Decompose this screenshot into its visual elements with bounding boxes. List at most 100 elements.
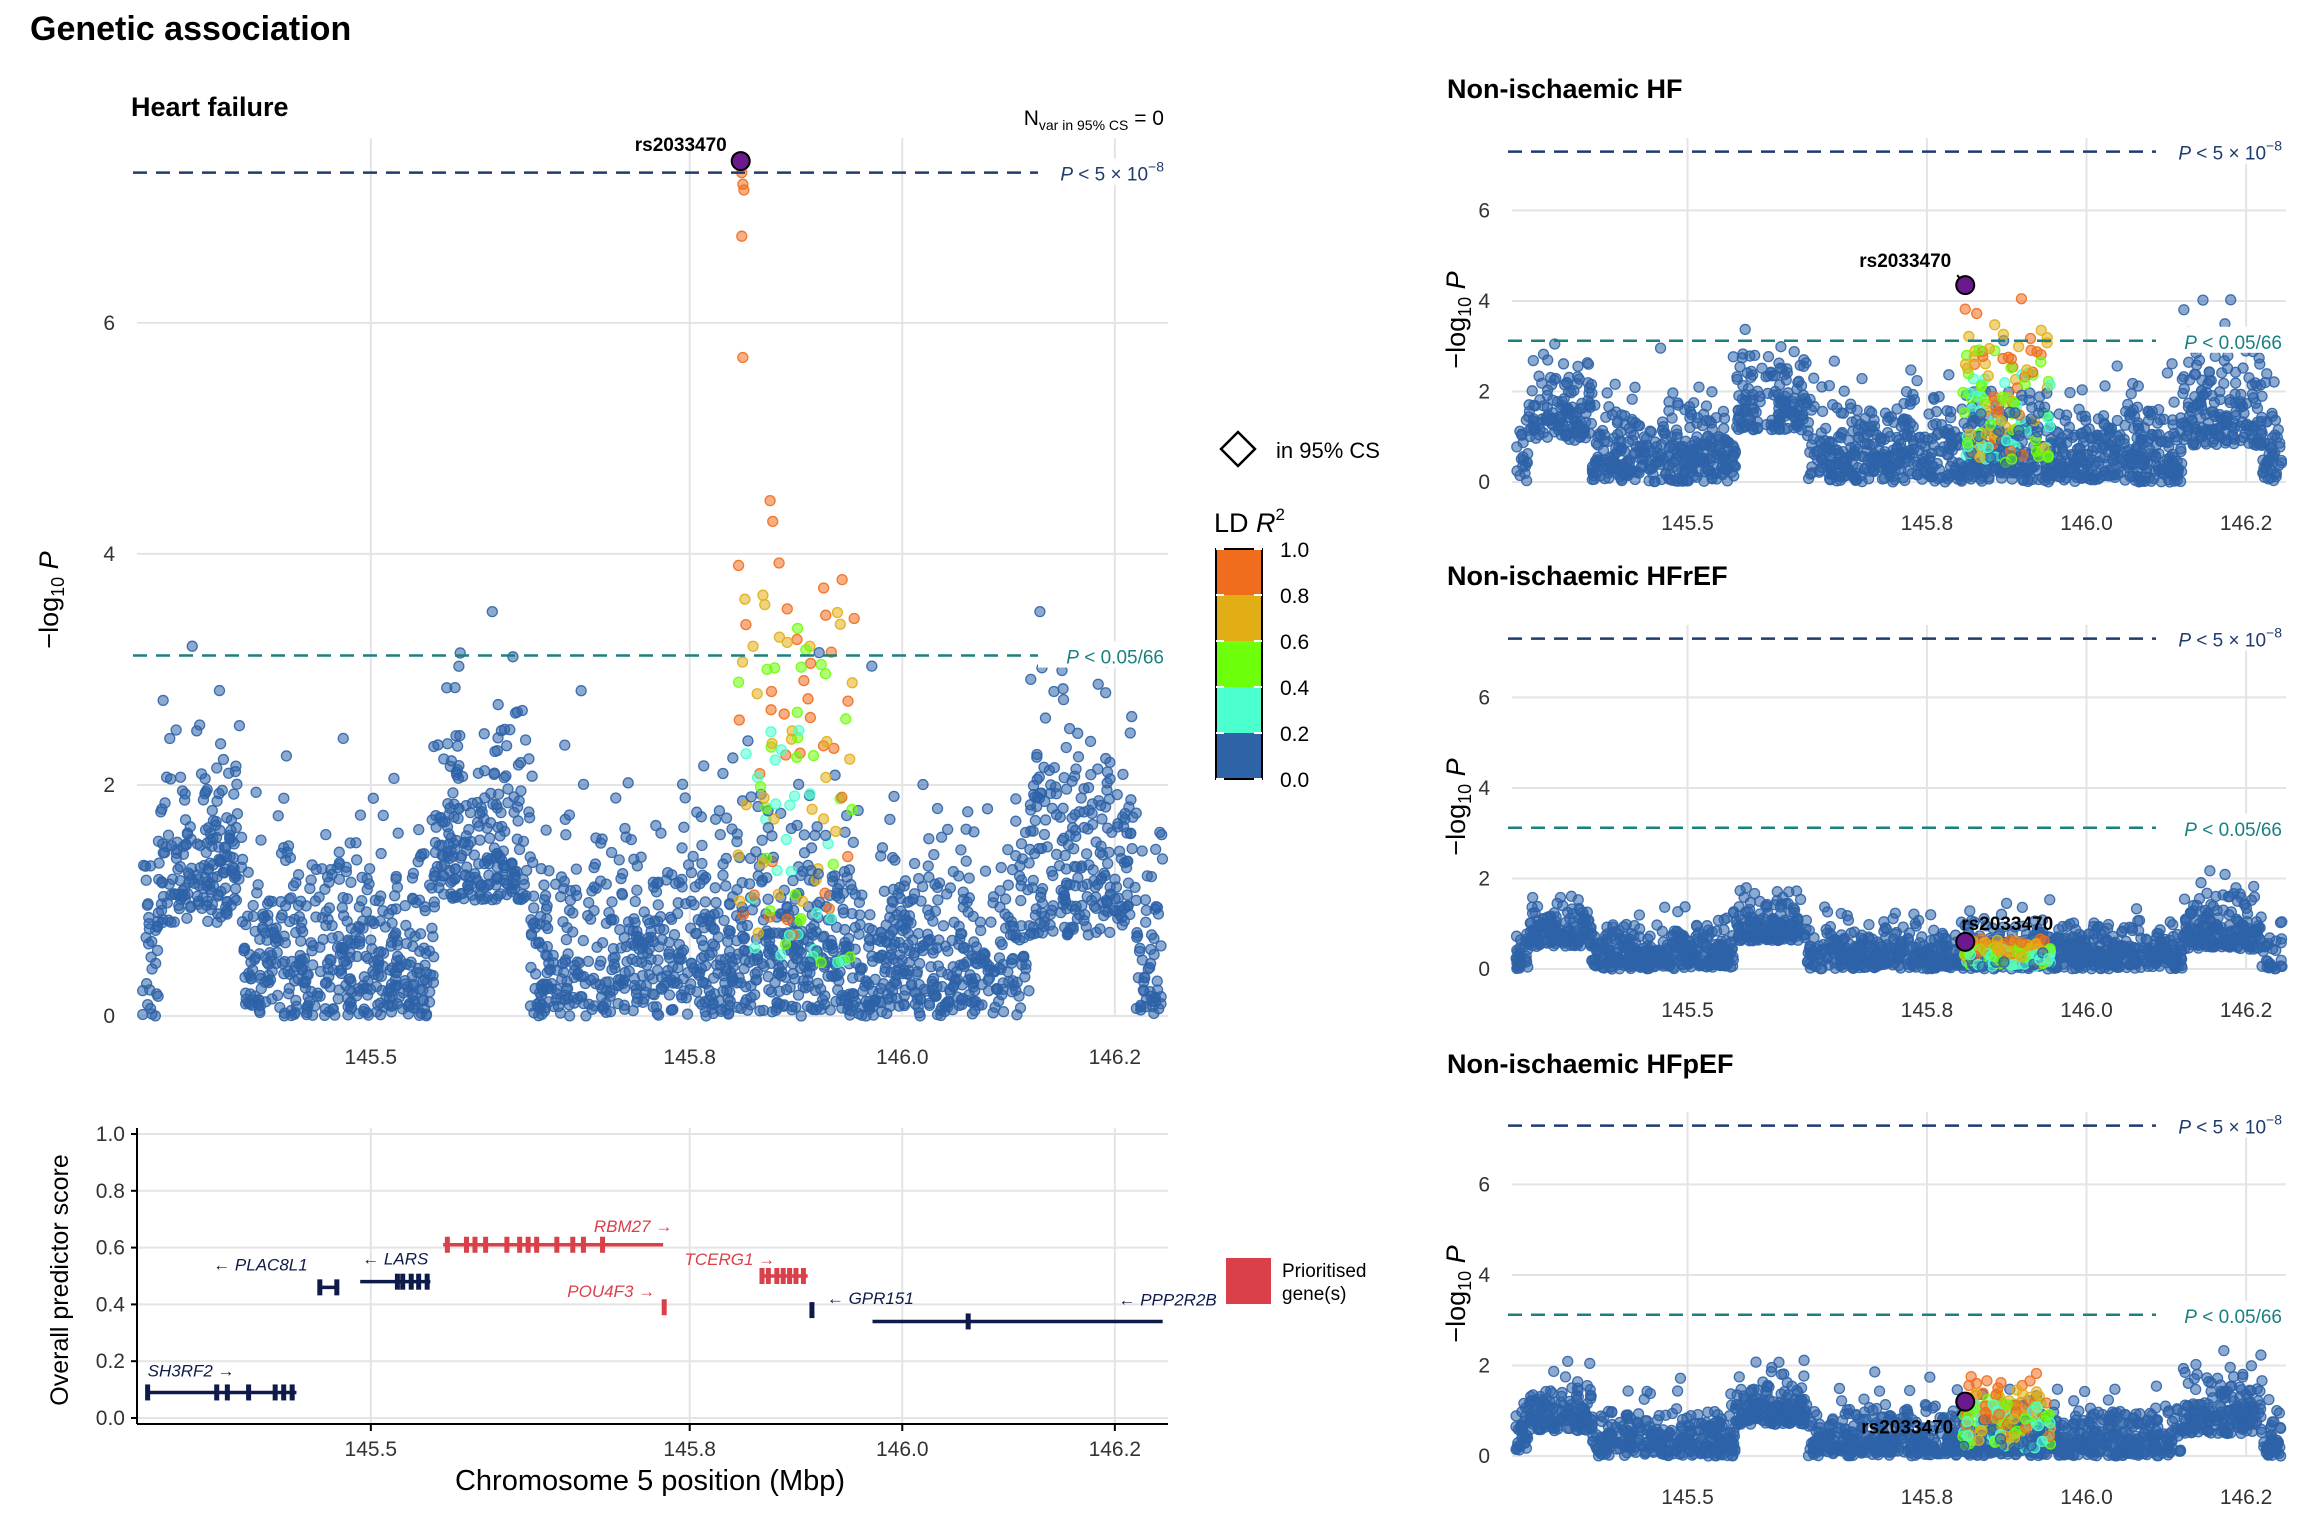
- snp-point: [678, 821, 690, 833]
- snp-point: [450, 891, 463, 903]
- snp-point: [560, 829, 572, 841]
- snp-point: [1047, 925, 1059, 937]
- snp-point: [1978, 393, 1990, 406]
- snp-point: [1523, 424, 1536, 436]
- snp-point: [629, 895, 641, 908]
- snp-point: [432, 739, 444, 751]
- snp-point: [913, 978, 925, 991]
- snp-point: [1529, 400, 1542, 412]
- snp-point: [1131, 930, 1144, 942]
- snp-point: [426, 814, 438, 826]
- snp-point: [513, 843, 526, 856]
- y-tick-label: 2: [103, 774, 115, 797]
- snp-point: [821, 735, 833, 748]
- snp-point: [1034, 917, 1046, 929]
- snp-point: [888, 790, 900, 803]
- snp-point: [773, 557, 785, 569]
- snp-point: [163, 878, 175, 890]
- snp-point: [1113, 845, 1126, 857]
- snp-point: [761, 663, 773, 676]
- snp-point: [825, 913, 837, 925]
- snp-point: [1961, 362, 1974, 374]
- snp-point: [791, 751, 803, 763]
- snp-point: [1565, 387, 1577, 399]
- snp-point: [1121, 889, 1133, 901]
- snp-point: [1876, 473, 1889, 485]
- snp-point: [738, 944, 750, 957]
- snp-point: [1680, 473, 1692, 486]
- snp-point: [795, 661, 807, 673]
- snp-point: [370, 980, 383, 993]
- snp-point: [855, 964, 867, 976]
- snp-point: [204, 883, 216, 896]
- snp-point: [1090, 926, 1102, 939]
- snp-point: [492, 890, 504, 902]
- snp-point: [485, 787, 497, 800]
- snp-point: [1982, 441, 1994, 454]
- snp-point: [2032, 407, 2045, 419]
- snp-point: [805, 927, 818, 939]
- snp-point: [478, 765, 491, 777]
- snp-point: [1737, 348, 1749, 360]
- snp-point: [1844, 398, 1857, 410]
- snp-point: [391, 935, 403, 947]
- snp-point: [1135, 1001, 1147, 1013]
- snp-point: [1837, 445, 1849, 458]
- snp-point: [386, 962, 399, 974]
- snp-point: [1014, 1002, 1027, 1014]
- snp-point: [2124, 411, 2136, 424]
- snp-point: [332, 930, 345, 943]
- snp-point: [433, 839, 445, 852]
- snp-point: [756, 834, 768, 846]
- snp-point: [699, 995, 711, 1008]
- snp-point: [696, 839, 708, 852]
- panel-non-ischaemic-hfref: Non-ischaemic HFrEF P < 5 × 10−8P < 0.05…: [1441, 561, 2288, 1022]
- snp-point: [784, 799, 796, 811]
- cs-count-annotation: Nvar in 95% CS = 0: [1024, 107, 1164, 133]
- y-axis-label: −log10 P: [1441, 271, 1475, 368]
- snp-point: [1957, 386, 1969, 399]
- snp-point: [1085, 768, 1097, 781]
- snp-point: [1773, 357, 1785, 369]
- snp-point: [1670, 424, 1683, 436]
- snp-point: [747, 640, 759, 652]
- snp-point: [321, 976, 333, 989]
- snp-point: [351, 854, 363, 866]
- snp-point: [201, 783, 213, 796]
- snp-point: [741, 1004, 754, 1016]
- snp-point: [1106, 826, 1118, 839]
- snp-point: [2168, 396, 2180, 408]
- snp-point: [1007, 920, 1019, 932]
- snp-point: [535, 863, 547, 875]
- snp-point: [962, 974, 974, 986]
- snp-point: [714, 828, 726, 841]
- snp-point: [1082, 823, 1094, 835]
- snp-point: [606, 896, 618, 908]
- snp-point: [781, 603, 793, 615]
- snp-point: [766, 1006, 778, 1018]
- snp-point: [1999, 377, 2011, 389]
- snp-point: [1663, 451, 1675, 463]
- snp-point: [2076, 384, 2088, 396]
- snp-point: [1146, 995, 1158, 1007]
- snp-point: [484, 817, 497, 829]
- snp-point: [1958, 407, 1971, 419]
- x-tick-label: 146.0: [2060, 512, 2113, 535]
- snp-point: [2020, 464, 2033, 477]
- snp-point: [1643, 463, 1655, 475]
- snp-point: [1615, 473, 1627, 485]
- snp-point: [173, 902, 186, 915]
- snp-point: [538, 879, 550, 891]
- snp-point: [995, 861, 1007, 874]
- snp-point: [2009, 466, 2021, 478]
- snp-point: [2237, 362, 2249, 374]
- snp-point: [750, 846, 762, 858]
- snp-point: [976, 999, 988, 1011]
- snp-point: [415, 1007, 427, 1020]
- snp-point: [250, 786, 262, 798]
- snp-point: [207, 815, 220, 827]
- snp-point: [2064, 386, 2076, 399]
- snp-point: [763, 948, 775, 960]
- snp-point: [1081, 891, 1093, 903]
- snp-point: [1850, 414, 1863, 427]
